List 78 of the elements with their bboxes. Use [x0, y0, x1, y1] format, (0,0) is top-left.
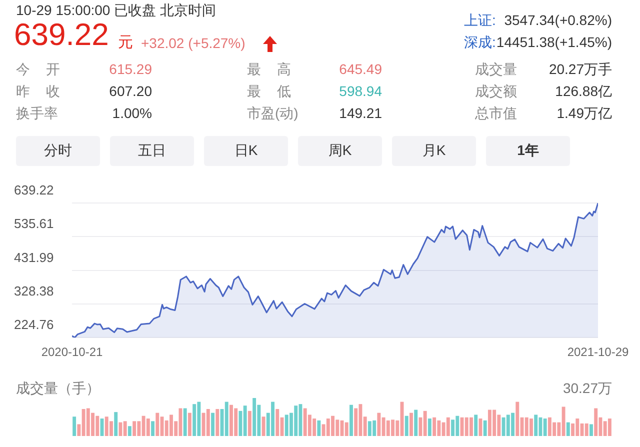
- bar: [211, 412, 214, 436]
- bar: [216, 409, 220, 436]
- bar: [414, 410, 418, 436]
- text: 1.49万亿: [556, 105, 612, 122]
- text: 615.29: [109, 61, 152, 78]
- bar: [590, 424, 593, 436]
- text: 30.27万: [562, 380, 612, 396]
- text: 总市值: [475, 105, 517, 122]
- text: 1.00%: [112, 105, 152, 122]
- text: 五日: [110, 136, 194, 166]
- bar: [584, 423, 588, 436]
- text: 14451.38(+1.45%): [496, 34, 612, 50]
- text: 今 开: [16, 61, 60, 78]
- bar: [317, 420, 321, 436]
- text: 月K: [392, 136, 476, 166]
- bar: [478, 418, 482, 436]
- text: 20.27万手: [548, 61, 612, 78]
- y-axis-title: 成交量（手）: [16, 380, 100, 396]
- x-tick-label: 2021-10-29: [567, 345, 630, 360]
- bar: [594, 408, 598, 436]
- bar: [72, 416, 76, 436]
- bar: [252, 398, 256, 436]
- bar: [354, 408, 358, 436]
- bar: [566, 422, 570, 436]
- bar: [474, 414, 478, 436]
- bar: [156, 412, 160, 436]
- bar: [410, 412, 413, 436]
- text: 126.88亿: [555, 83, 612, 100]
- text: 元: [118, 34, 133, 52]
- bar: [432, 417, 436, 436]
- bar: [483, 420, 487, 436]
- y-tick-label: 535.61: [14, 216, 54, 232]
- text: 598.94: [339, 83, 382, 100]
- bar: [516, 402, 520, 436]
- text: 3547.34(+0.82%): [504, 12, 612, 28]
- text: 607.20: [109, 83, 152, 100]
- y-tick-label: 328.38: [14, 284, 54, 299]
- bar: [428, 418, 432, 436]
- bar: [404, 416, 408, 436]
- text: 最 低: [247, 83, 291, 100]
- bar: [608, 418, 612, 436]
- text: 周K: [298, 136, 382, 166]
- bar: [146, 418, 150, 436]
- y-tick-label: 639.22: [14, 182, 54, 198]
- bar: [276, 409, 280, 436]
- bar: [350, 404, 353, 436]
- bar: [262, 416, 266, 436]
- bar: [446, 417, 450, 436]
- bar: [248, 410, 252, 436]
- bar: [224, 402, 228, 436]
- y-tick-label: 224.76: [14, 317, 54, 332]
- bar: [188, 412, 192, 436]
- bar: [114, 412, 118, 436]
- bar: [344, 422, 348, 436]
- text: +32.02 (+5.27%): [141, 35, 246, 52]
- bar: [534, 414, 538, 436]
- text: 市盈(动): [247, 105, 298, 122]
- x-tick-label: 2020-10-21: [41, 345, 104, 360]
- text: 10-29 15:00:00 已收盘 北京时间: [16, 2, 216, 18]
- text: 日K: [204, 136, 288, 166]
- bar: [183, 408, 187, 436]
- bar: [206, 409, 210, 436]
- text: 换手率: [16, 105, 58, 122]
- text: 深成:: [464, 34, 496, 50]
- text: 645.49: [339, 61, 382, 78]
- text: 成交额: [475, 83, 517, 100]
- text: 成交量: [475, 61, 517, 78]
- text: 分时: [16, 136, 100, 166]
- bar: [132, 421, 136, 436]
- text: 昨 收: [16, 83, 60, 100]
- bar: [151, 421, 154, 436]
- bar: [192, 404, 196, 436]
- text: 上证:: [464, 12, 496, 28]
- text: 最 高: [247, 61, 291, 78]
- text: 149.21: [339, 105, 382, 122]
- y-tick-label: 431.99: [14, 250, 54, 265]
- text: 1年: [486, 136, 570, 166]
- bar: [128, 426, 132, 436]
